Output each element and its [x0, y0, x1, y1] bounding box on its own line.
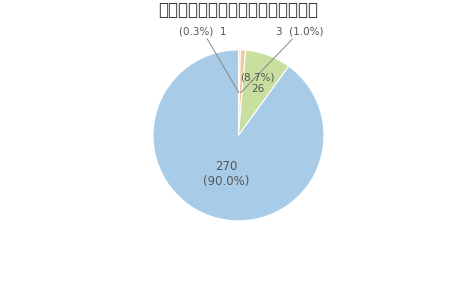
- Text: (0.3%)  1: (0.3%) 1: [178, 26, 238, 93]
- Wedge shape: [238, 50, 245, 135]
- Text: (8.7%)
26: (8.7%) 26: [240, 72, 275, 94]
- Wedge shape: [238, 50, 288, 135]
- Wedge shape: [153, 50, 323, 221]
- Text: 3  (1.0%): 3 (1.0%): [240, 26, 323, 93]
- Title: コンバインド検査をご存知ですか？: コンバインド検査をご存知ですか？: [158, 1, 318, 19]
- Text: 270
(90.0%): 270 (90.0%): [202, 160, 248, 188]
- Wedge shape: [238, 50, 240, 135]
